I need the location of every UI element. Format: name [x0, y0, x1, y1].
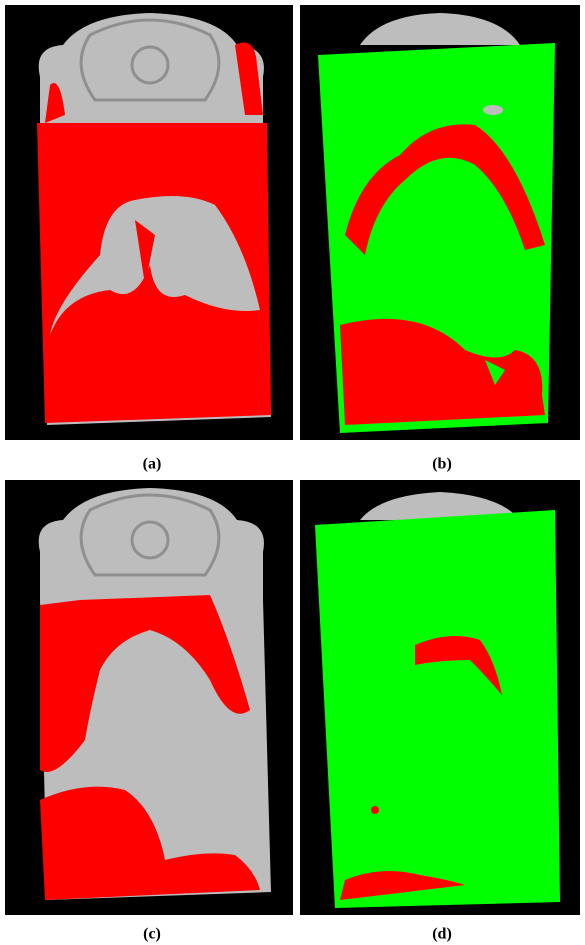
caption: (a): [143, 456, 162, 473]
panel-c: [5, 480, 293, 915]
figure: (a) (b) (c) (d): [0, 0, 585, 945]
panel-d: [300, 480, 580, 915]
caption: (b): [432, 456, 452, 473]
panel-b: [300, 5, 580, 440]
panel-a: [5, 5, 293, 440]
caption: (d): [432, 926, 452, 943]
caption: (c): [143, 926, 161, 943]
